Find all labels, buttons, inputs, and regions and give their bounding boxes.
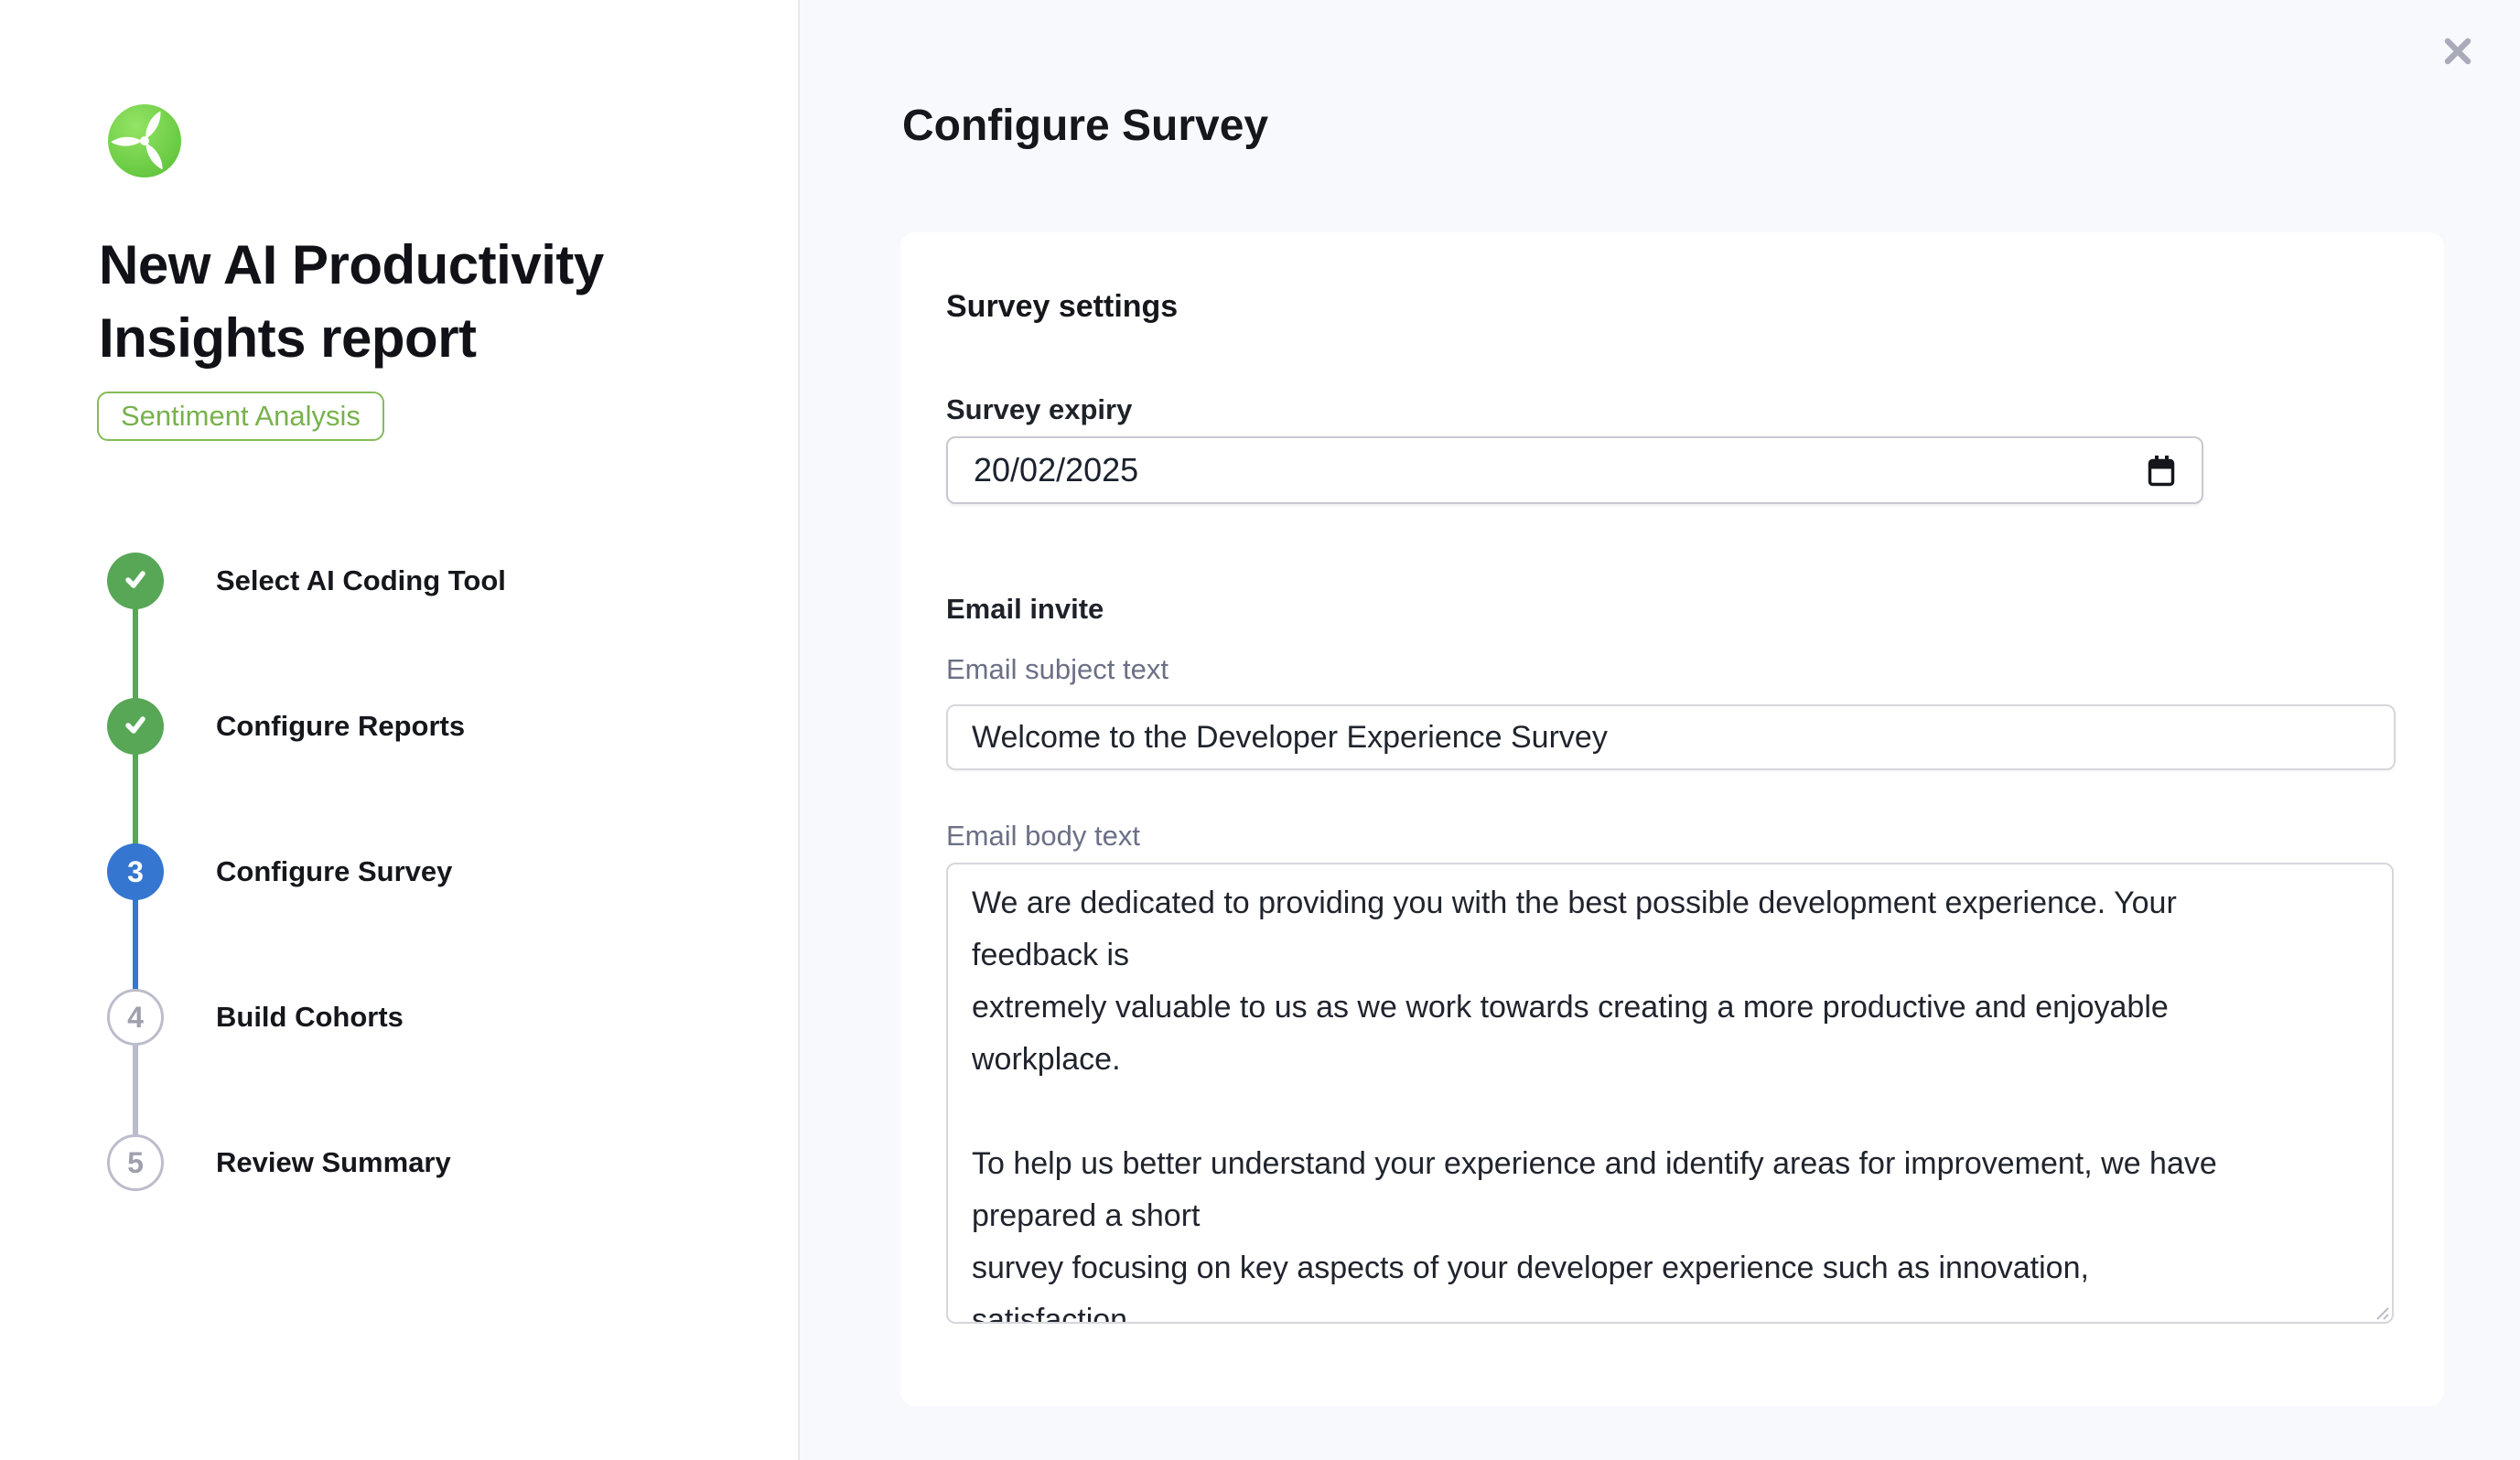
- report-title: New AI Productivity Insights report: [99, 234, 604, 369]
- panel-title: Configure Survey: [902, 102, 1269, 150]
- report-type-badge: Sentiment Analysis: [97, 392, 384, 441]
- calendar-icon[interactable]: [2147, 455, 2176, 488]
- survey-expiry-input[interactable]: [946, 436, 2203, 504]
- email-body-label: Email body text: [946, 820, 1140, 852]
- stepper-connector-1: [133, 581, 138, 726]
- step-2-label[interactable]: Configure Reports: [216, 710, 466, 742]
- stepper-connector-4: [133, 1017, 138, 1163]
- sidebar: New AI Productivity Insights report Sent…: [0, 0, 800, 1460]
- step-1-label[interactable]: Select AI Coding Tool: [216, 564, 506, 596]
- propeller-logo-icon: [108, 104, 181, 177]
- stepper-connector-2: [133, 726, 138, 872]
- close-icon: [2441, 38, 2476, 73]
- email-subject-input[interactable]: [946, 704, 2396, 770]
- step-2-circle[interactable]: [107, 698, 164, 755]
- survey-settings-heading: Survey settings: [946, 289, 1179, 324]
- close-button[interactable]: [2441, 35, 2476, 70]
- step-4-number: 4: [127, 1000, 144, 1034]
- resize-handle-icon[interactable]: [2372, 1303, 2390, 1321]
- email-invite-heading: Email invite: [946, 593, 1104, 625]
- step-4-circle[interactable]: 4: [107, 989, 164, 1046]
- email-subject-label: Email subject text: [946, 653, 1168, 685]
- step-1-circle[interactable]: [107, 553, 164, 609]
- step-3-circle[interactable]: 3: [107, 843, 164, 900]
- step-5-label[interactable]: Review Summary: [216, 1146, 451, 1178]
- step-5-circle[interactable]: 5: [107, 1134, 164, 1191]
- check-icon: [121, 710, 150, 744]
- step-3-number: 3: [127, 854, 144, 888]
- step-4-label[interactable]: Build Cohorts: [216, 1001, 404, 1033]
- email-body-textarea[interactable]: We are dedicated to providing you with t…: [946, 863, 2394, 1324]
- step-3-label[interactable]: Configure Survey: [216, 855, 453, 887]
- stepper-connector-3: [133, 872, 138, 1017]
- step-5-number: 5: [127, 1145, 144, 1179]
- check-icon: [121, 564, 150, 598]
- survey-expiry-label: Survey expiry: [946, 393, 1133, 425]
